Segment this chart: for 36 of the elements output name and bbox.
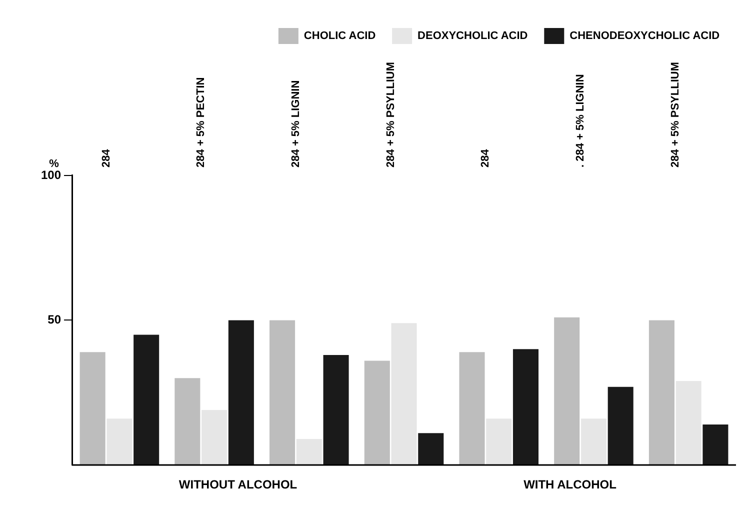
bar [702, 424, 728, 465]
bar [270, 320, 296, 465]
legend-label: CHENODEOXYCHOLIC ACID [570, 30, 720, 42]
bar [323, 354, 349, 465]
bar [512, 349, 539, 465]
bar [228, 320, 254, 465]
x-tick-label: 284 + 5% PSYLLIUM [384, 62, 397, 168]
text: WITH ALCOHOL [524, 477, 616, 492]
bar [676, 381, 702, 465]
bar [174, 378, 200, 465]
x-tick-label: 284 [100, 148, 112, 168]
bar [459, 352, 485, 465]
bar [418, 433, 444, 465]
bar [296, 438, 322, 465]
bar [580, 418, 606, 465]
x-tick-label: 284 + 5% PECTIN [195, 77, 208, 168]
legend-label: CHOLIC ACID [304, 30, 376, 42]
y-tick-label: 100 [40, 168, 62, 182]
bar [391, 323, 417, 465]
x-tick-label: 284 + 5% PSYLLIUM [669, 62, 682, 168]
legend-label: DEOXYCHOLIC ACID [418, 30, 528, 42]
bar [364, 360, 390, 465]
x-tick-label: . 284 + 5% LIGNIN [574, 74, 587, 168]
y-tick-label: 50 [48, 312, 62, 327]
y-axis-title: % [49, 158, 60, 170]
bar [106, 418, 132, 465]
bar [134, 334, 160, 465]
bar [202, 410, 228, 465]
bar [648, 320, 674, 465]
x-tick-label: 284 + 5% LIGNIN [290, 80, 302, 168]
x-tick-label: 284 [480, 148, 492, 168]
bar [80, 352, 106, 465]
bar [554, 317, 580, 465]
text: WITHOUT ALCOHOL [178, 477, 298, 492]
bar [486, 418, 512, 465]
bar [608, 386, 634, 465]
